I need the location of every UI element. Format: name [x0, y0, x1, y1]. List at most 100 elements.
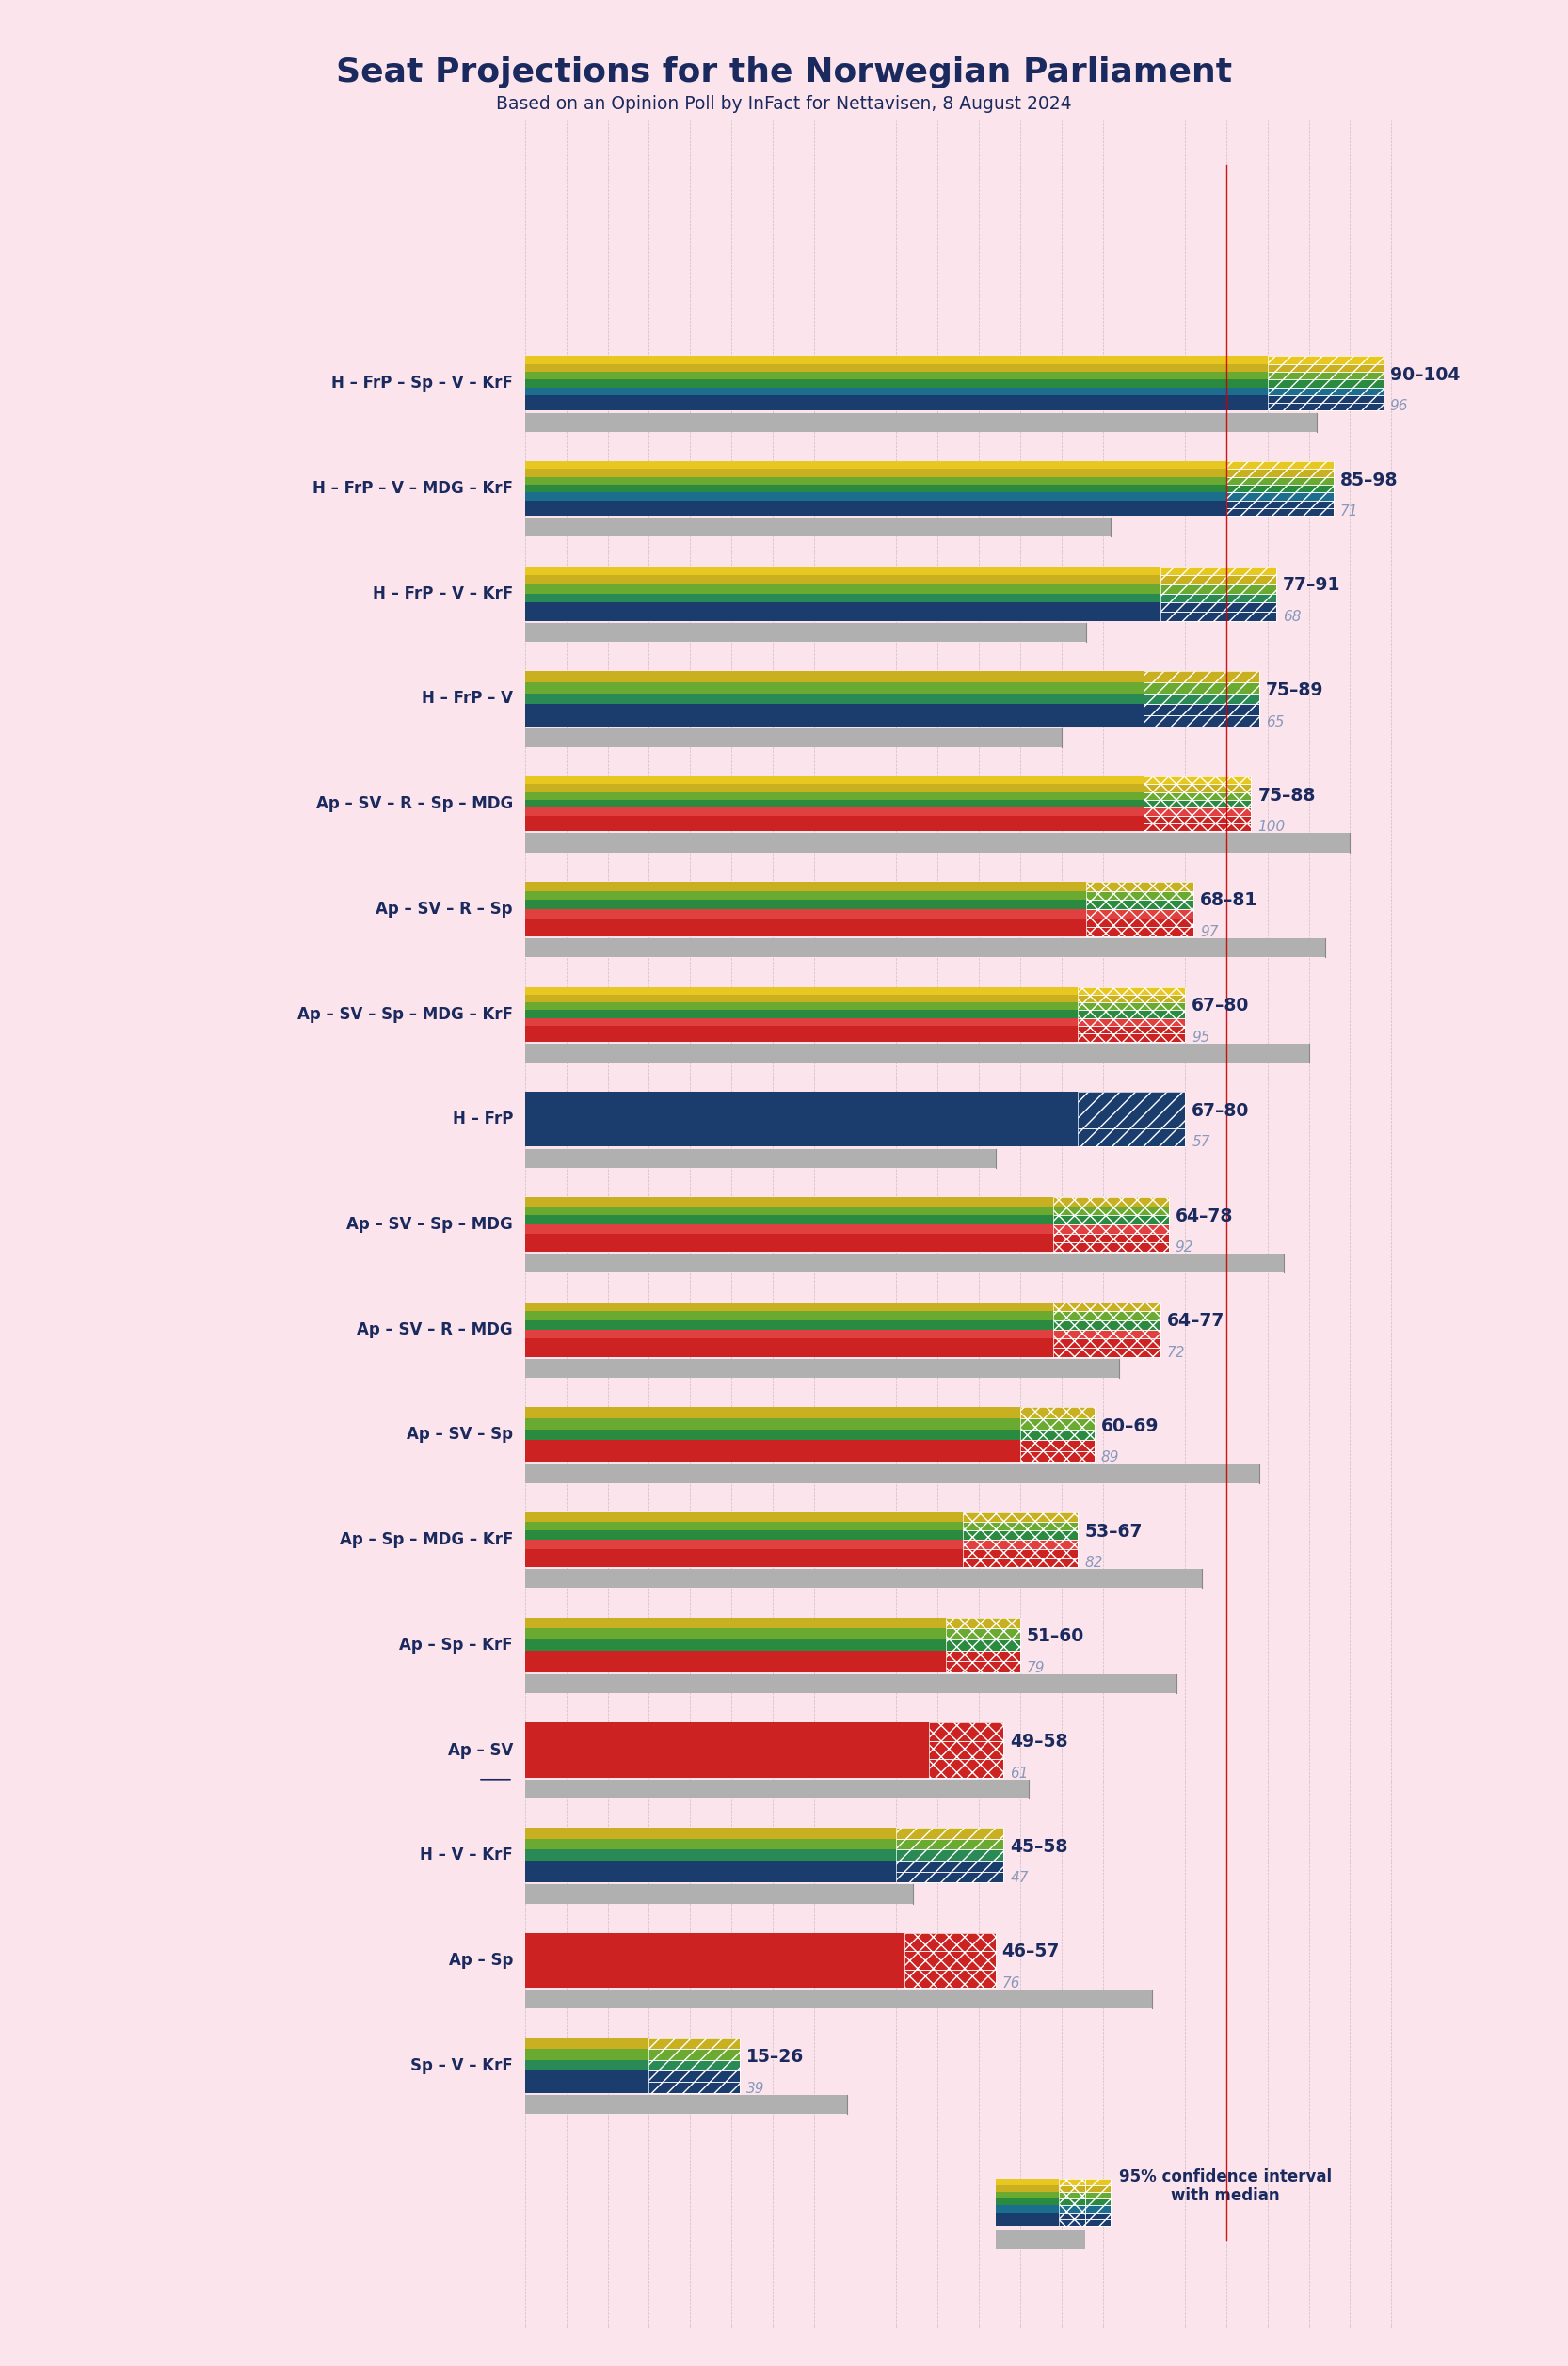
Text: 60–69: 60–69: [1101, 1417, 1159, 1436]
Text: 76: 76: [1002, 1976, 1021, 1990]
Bar: [1054, 1207, 1168, 1216]
Bar: [1058, 2191, 1085, 2198]
Bar: [525, 1640, 946, 1651]
Bar: [525, 371, 1267, 379]
Bar: [1160, 565, 1276, 575]
Text: 71: 71: [1341, 504, 1358, 518]
Bar: [1160, 584, 1276, 594]
Bar: [963, 1512, 1077, 1521]
Bar: [525, 1034, 1077, 1041]
Text: 72: 72: [1167, 1346, 1185, 1360]
Bar: [525, 575, 1160, 584]
Text: 90–104: 90–104: [1389, 367, 1460, 383]
Bar: [1054, 1311, 1160, 1320]
Bar: [525, 776, 1145, 786]
Bar: [525, 509, 1226, 516]
Bar: [1145, 816, 1251, 823]
Bar: [1054, 1216, 1168, 1226]
Bar: [905, 1969, 996, 1987]
Bar: [1145, 681, 1259, 693]
Bar: [1054, 1330, 1160, 1339]
Bar: [1058, 2191, 1085, 2198]
Bar: [525, 927, 1087, 937]
Text: 75–88: 75–88: [1258, 786, 1316, 804]
Bar: [1085, 2219, 1110, 2226]
Bar: [1085, 2186, 1110, 2191]
Bar: [1021, 1417, 1094, 1429]
Bar: [1085, 2191, 1110, 2198]
Bar: [525, 355, 1267, 364]
Bar: [525, 1330, 1054, 1339]
Bar: [649, 2049, 740, 2061]
Bar: [525, 681, 1145, 693]
Bar: [1077, 1017, 1185, 1027]
Text: 39: 39: [746, 2082, 765, 2096]
Bar: [1054, 1242, 1168, 1252]
Text: 15–26: 15–26: [746, 2049, 804, 2066]
Bar: [1087, 918, 1193, 927]
Bar: [525, 1512, 963, 1521]
Bar: [525, 1010, 1077, 1017]
Text: 96: 96: [1389, 400, 1408, 414]
Bar: [996, 2212, 1058, 2219]
Bar: [525, 693, 1145, 705]
Bar: [1226, 492, 1334, 499]
Bar: [1077, 1034, 1185, 1041]
Bar: [1145, 776, 1251, 786]
Bar: [1087, 909, 1193, 918]
Bar: [525, 594, 1160, 603]
Bar: [1145, 816, 1251, 823]
Bar: [525, 883, 1087, 892]
Bar: [1085, 2179, 1110, 2186]
Bar: [649, 2082, 740, 2094]
Bar: [897, 1872, 1004, 1883]
Bar: [1226, 478, 1334, 485]
Bar: [946, 1661, 1021, 1673]
Bar: [897, 1829, 1004, 1838]
Bar: [525, 518, 1110, 537]
Bar: [1145, 672, 1259, 681]
Bar: [649, 2070, 740, 2082]
Bar: [1267, 395, 1383, 402]
Bar: [525, 1207, 1054, 1216]
Bar: [649, 2037, 740, 2049]
Bar: [525, 1628, 946, 1640]
Bar: [525, 705, 1145, 715]
Bar: [525, 1933, 905, 1952]
Bar: [1054, 1349, 1160, 1356]
Bar: [1087, 909, 1193, 918]
Text: Ap – Sp – KrF: Ap – Sp – KrF: [400, 1637, 513, 1654]
Bar: [1145, 786, 1251, 793]
Bar: [1021, 1441, 1094, 1450]
Bar: [946, 1651, 1021, 1661]
Bar: [1054, 1339, 1160, 1349]
Bar: [525, 1339, 1054, 1349]
Bar: [525, 1226, 1054, 1233]
Bar: [897, 1829, 1004, 1838]
Bar: [525, 939, 1325, 958]
Bar: [525, 1254, 1284, 1273]
Bar: [1145, 715, 1259, 726]
Bar: [1077, 987, 1185, 994]
Bar: [525, 816, 1145, 823]
Bar: [1054, 1197, 1168, 1207]
Bar: [525, 1233, 1054, 1242]
Text: Ap – Sp – MDG – KrF: Ap – Sp – MDG – KrF: [339, 1531, 513, 1547]
Bar: [525, 823, 1145, 830]
Bar: [1077, 1034, 1185, 1041]
Text: 82: 82: [1085, 1557, 1102, 1571]
Bar: [905, 1969, 996, 1987]
Bar: [1160, 613, 1276, 620]
Bar: [1077, 1129, 1185, 1148]
Bar: [525, 1521, 963, 1531]
Bar: [1226, 509, 1334, 516]
Bar: [1054, 1233, 1168, 1242]
Bar: [1160, 613, 1276, 620]
Bar: [525, 461, 1226, 468]
Bar: [1058, 2205, 1085, 2212]
Bar: [1077, 1027, 1185, 1034]
Bar: [996, 2205, 1058, 2212]
Bar: [897, 1838, 1004, 1850]
Text: 47: 47: [1010, 1872, 1029, 1886]
Bar: [525, 2082, 649, 2094]
